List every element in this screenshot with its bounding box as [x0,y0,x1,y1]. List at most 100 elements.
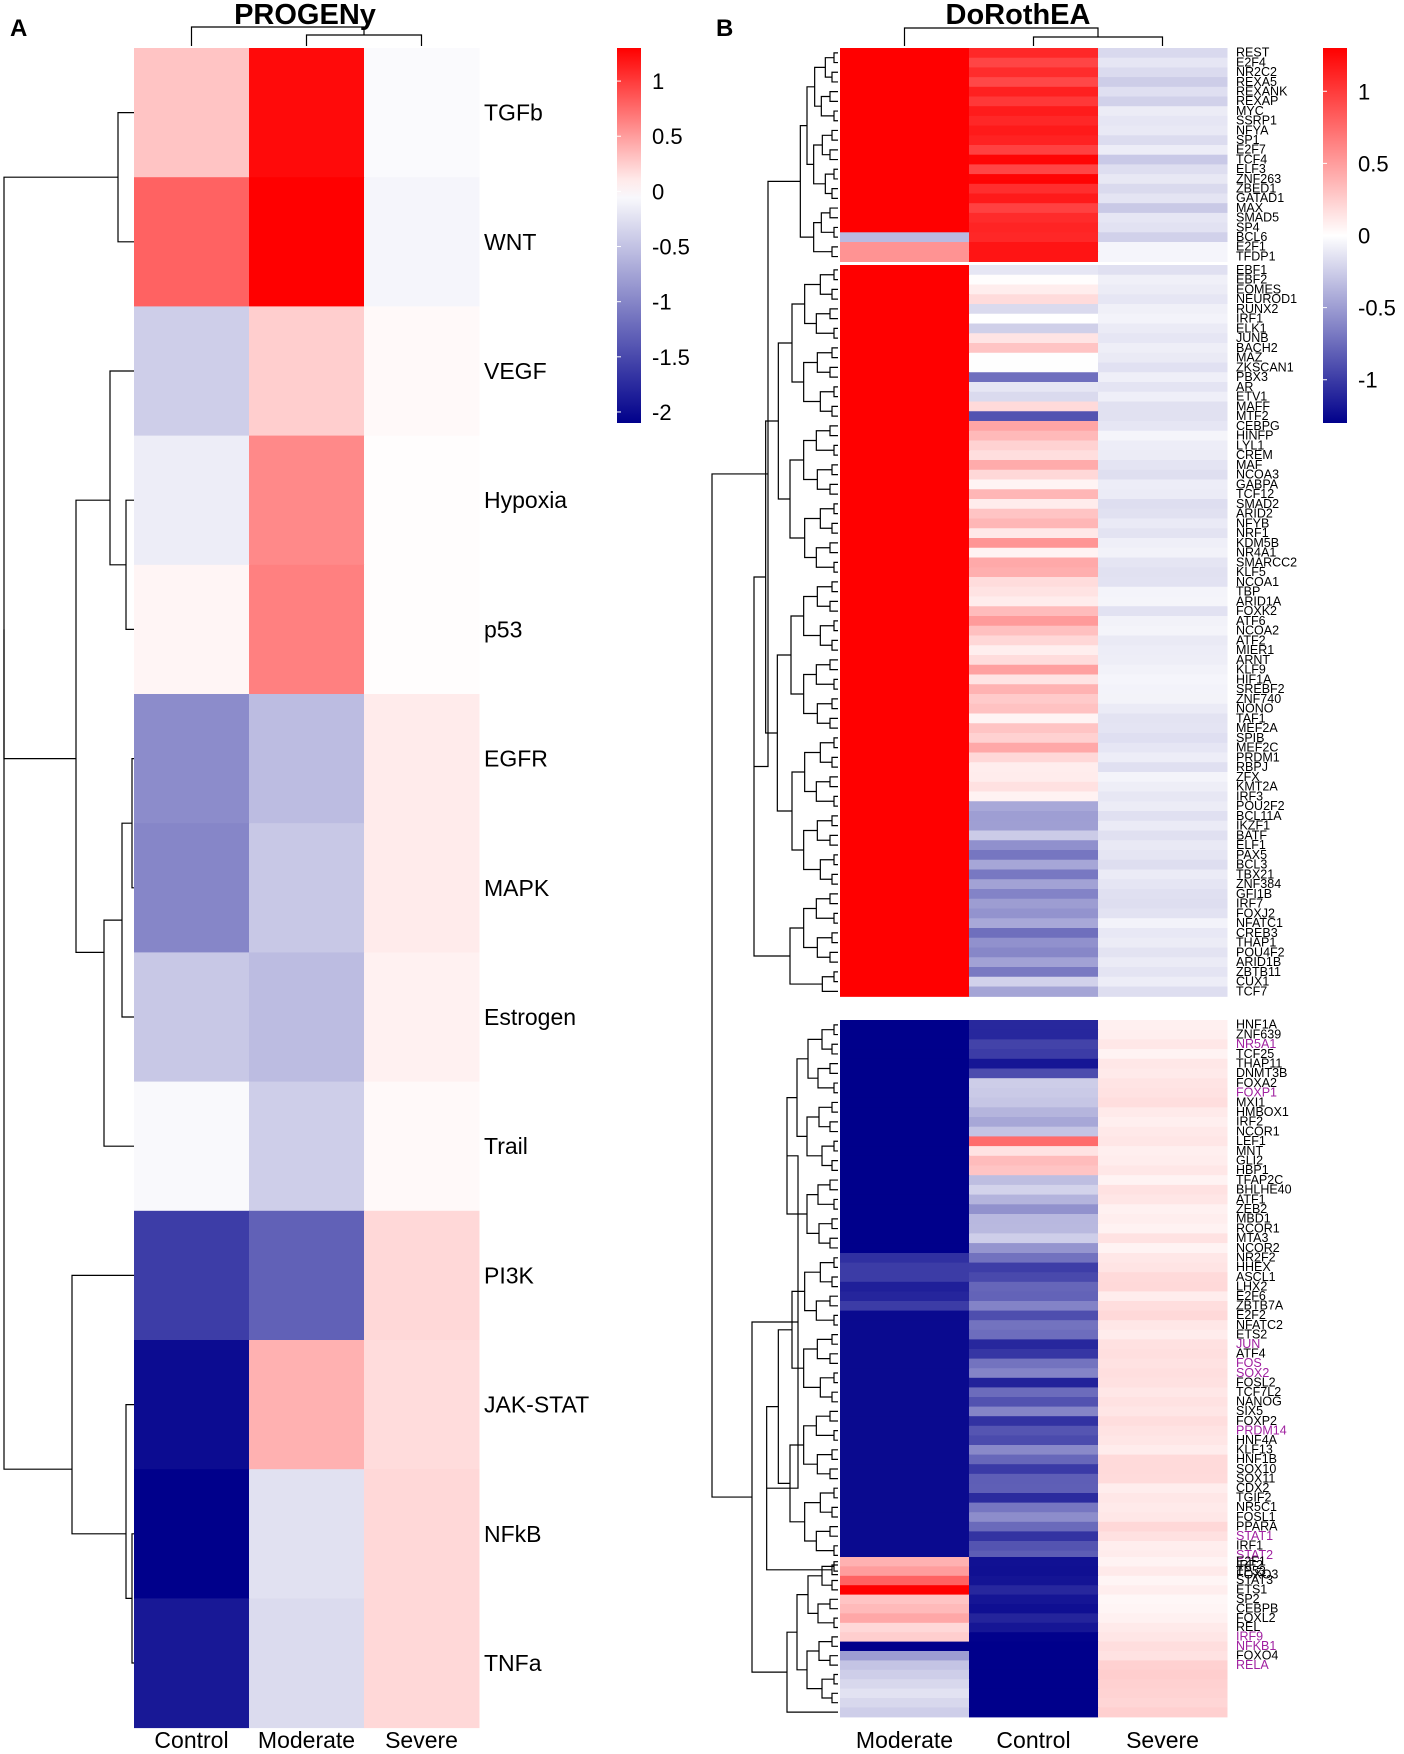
dendrogram-link [829,951,838,963]
row-label: HNF1B [1236,1452,1277,1466]
row-label: IRF3 [1236,789,1263,803]
heatmap-cell [969,557,1099,568]
row-label: BCL11A [1236,809,1282,823]
heatmap-cell [969,635,1099,646]
heatmap-cell [840,1223,970,1234]
dendrogram-link [831,1160,838,1171]
heatmap-cell [364,306,480,437]
heatmap-cell [249,1340,365,1470]
dendrogram-link [804,1502,821,1542]
heatmap-cell [249,48,365,178]
dendrogram-link [829,366,838,378]
heatmap-cell [840,1243,970,1254]
heatmap-cell [840,274,970,286]
heatmap-cell [840,781,970,793]
heatmap-cell [969,801,1099,812]
heatmap-cell [840,811,970,822]
dendrogram-link [796,1058,808,1137]
row-label: EBF1 [1236,263,1267,277]
dendrogram-link [833,678,838,690]
heatmap-cell [1098,762,1228,773]
heatmap-cell [1098,1039,1228,1050]
heatmap-cell [1098,1049,1228,1060]
heatmap-cell [840,947,970,958]
heatmap-cell [969,1058,1099,1070]
row-label: NONO [1236,702,1274,716]
heatmap-cell [969,1604,1099,1614]
row-label: VEGF [484,358,547,384]
heatmap-cell [840,469,970,481]
heatmap-cell [1098,1679,1228,1690]
dendrogram-link [3,629,72,1470]
dendrogram-link [817,1184,834,1205]
legend-tick-label: 0 [652,179,664,204]
heatmap-cell [969,967,1099,978]
dendrogram-link [796,1594,808,1671]
heatmap-cell [840,1641,970,1652]
heatmap-cell [1098,450,1228,461]
legend-tick-label: 0.5 [1358,151,1389,176]
heatmap-cell [1098,115,1228,127]
row-label: CUX1 [1236,975,1269,989]
heatmap-cell [840,106,970,117]
dendrogram-link [831,1043,838,1055]
heatmap-cell [969,1425,1099,1436]
heatmap-cell [249,1210,365,1341]
dendrogram-link [125,499,134,630]
heatmap-cell [840,1087,970,1099]
heatmap-cell [969,1660,1099,1671]
heatmap-cell [840,1473,970,1484]
dendrogram-link [791,303,805,383]
heatmap-cell [840,86,970,98]
heatmap-cell [1098,518,1228,529]
row-label: ZNF263 [1236,172,1281,186]
heatmap-cell [840,1020,970,1031]
heatmap-cell [840,1136,970,1147]
row-label: AR [1236,380,1253,394]
heatmap-cell [840,616,970,627]
dendrogram-link [803,361,821,403]
dendrogram-link [829,834,838,846]
heatmap-cell [1098,1435,1228,1446]
heatmap-cell [1098,125,1228,136]
heatmap-cell [840,1049,970,1060]
dendrogram-link [831,815,838,827]
row-label: SOX10 [1236,1462,1276,1476]
heatmap-cell [969,1291,1099,1302]
dendrogram-link [804,283,821,325]
row-label: IRF7 [1236,897,1263,911]
row-label: TGFb [484,100,543,126]
row-label: SOX2 [1236,1366,1269,1380]
heatmap-cell [840,1107,970,1118]
dendrogram-link [806,1194,819,1234]
heatmap-cell [840,1155,970,1167]
dendrogram-link [803,1348,821,1388]
heatmap-cell [840,1358,970,1369]
heatmap-cell [840,1425,970,1436]
heatmap-cell [969,1253,1099,1264]
heatmap-cell [969,1445,1099,1456]
heatmap-cell [969,596,1099,607]
panel-b-row-labels: RESTE2F4NR2C2REXA5REXANKREXAPMYCSSRP1NFY… [1236,46,1297,1672]
heatmap-cell [969,174,1099,185]
dendrogram-link [831,1506,838,1518]
row-label: BATF [1236,828,1267,842]
heatmap-cell [840,372,970,383]
heatmap-cell [840,1349,970,1360]
heatmap-cell [1098,791,1228,802]
heatmap-cell [969,508,1099,520]
heatmap-cell [969,742,1099,754]
heatmap-cell [134,306,250,437]
row-label: HMBOX1 [1236,1105,1289,1119]
row-label: REL [1236,1620,1260,1634]
heatmap-cell [969,411,1099,422]
heatmap-cell [969,1550,1099,1561]
heatmap-cell [969,440,1099,451]
row-label: LEF1 [1236,1134,1266,1148]
heatmap-cell [840,499,970,510]
row-label: SP2 [1236,1592,1260,1606]
heatmap-cell [840,1594,970,1605]
heatmap-cell [1098,752,1228,763]
heatmap-cell [134,564,250,695]
heatmap-cell [1098,625,1228,637]
